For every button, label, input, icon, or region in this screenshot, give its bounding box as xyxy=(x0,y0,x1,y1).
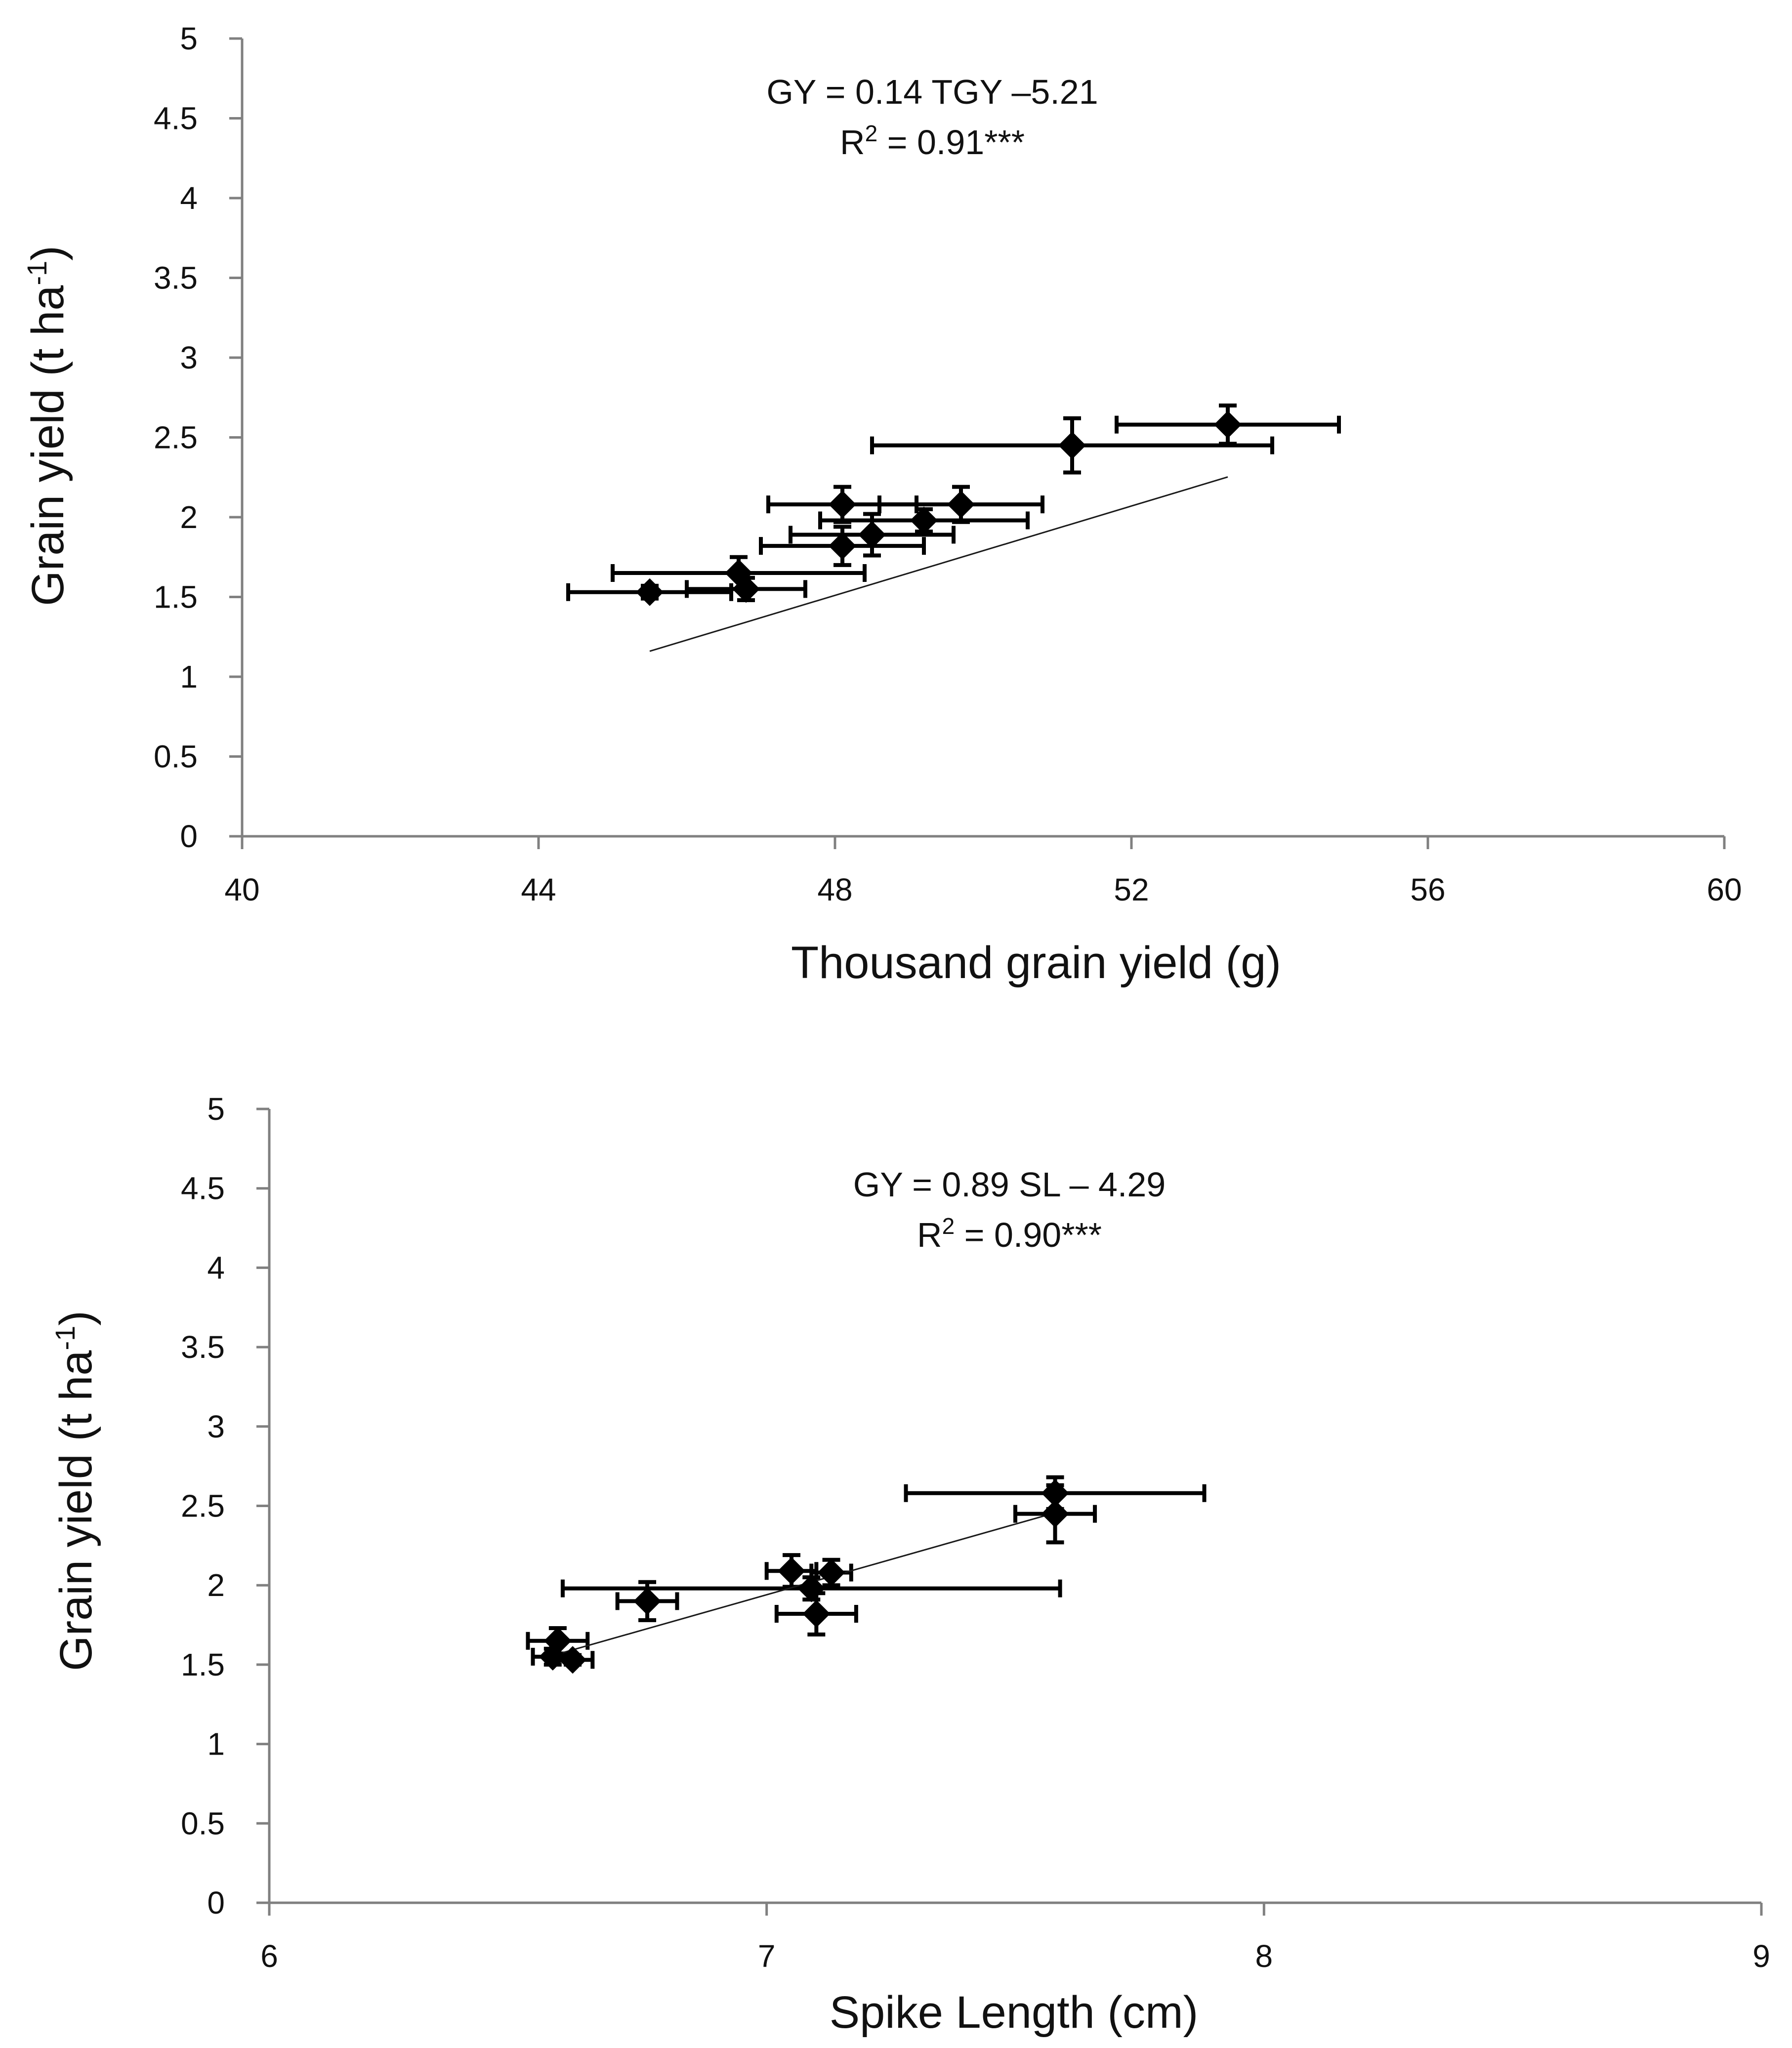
y-tick-label: 0.5 xyxy=(154,739,198,775)
x-tick-label: 48 xyxy=(817,872,852,907)
data-point xyxy=(1058,431,1086,459)
x-tick-label: 56 xyxy=(1410,872,1445,907)
error-bar-layer xyxy=(526,1475,1207,1669)
x-axis-title: Thousand grain yield (g) xyxy=(791,938,1281,988)
data-point xyxy=(539,1642,567,1671)
y-axis-title-main: Grain yield (t ha xyxy=(23,285,73,606)
y-tick-label: 3.5 xyxy=(154,260,198,296)
y-tick-label: 1 xyxy=(207,1726,225,1762)
data-point xyxy=(858,521,886,549)
y-tick-label: 3.5 xyxy=(181,1329,225,1365)
data-point xyxy=(947,491,975,519)
x-tick-label: 44 xyxy=(521,872,556,907)
tick-layer: 0 0.5 1 1.5 2 2.5 3 3.5 4 4.5 5 40 44 48 52 56 60 xyxy=(154,21,1742,907)
x-tick-label: 6 xyxy=(260,1938,278,1974)
data-point xyxy=(633,1587,662,1615)
x-tick-label: 52 xyxy=(1114,872,1149,907)
data-point xyxy=(1214,410,1242,439)
point-layer xyxy=(539,1479,1069,1674)
x-tick-label: 9 xyxy=(1752,1938,1770,1974)
y-tick-label: 2.5 xyxy=(181,1488,225,1524)
x-tick-label: 40 xyxy=(224,872,259,907)
regression-line xyxy=(649,476,1228,652)
data-point xyxy=(829,491,856,519)
r-squared: R2 = 0.91*** xyxy=(840,121,1025,162)
regression-equation: GY = 0.89 SL – 4.29 xyxy=(853,1165,1166,1204)
y-tick-label: 1.5 xyxy=(154,579,198,615)
y-tick-label: 3 xyxy=(207,1409,225,1444)
r-squared-sup: 2 xyxy=(865,121,878,146)
regression-equation: GY = 0.14 TGY –5.21 xyxy=(766,73,1098,111)
y-tick-label: 5 xyxy=(180,21,198,56)
data-point xyxy=(797,1574,826,1602)
y-tick-label: 4 xyxy=(180,180,198,216)
data-point xyxy=(1041,1500,1069,1528)
y-axis-title-sup: -1 xyxy=(49,1326,81,1351)
r-squared-value: = 0.90*** xyxy=(955,1216,1102,1254)
r-squared-value: = 0.91*** xyxy=(877,123,1025,162)
y-axis-title-main: Grain yield (t ha xyxy=(51,1350,101,1671)
data-point xyxy=(778,1557,805,1585)
data-point xyxy=(732,575,760,603)
data-point xyxy=(910,506,938,534)
y-tick-label: 4 xyxy=(207,1250,225,1285)
data-point xyxy=(636,578,664,606)
point-layer xyxy=(636,410,1242,606)
y-axis-title-sup: -1 xyxy=(21,261,52,286)
data-point xyxy=(817,1558,845,1587)
y-tick-label: 0 xyxy=(180,819,198,854)
data-point xyxy=(802,1600,831,1628)
y-axis-title: Grain yield (t ha-1) xyxy=(49,1311,101,1671)
y-tick-label: 2 xyxy=(207,1567,225,1603)
y-tick-label: 0 xyxy=(207,1885,225,1921)
y-tick-label: 1.5 xyxy=(181,1647,225,1682)
y-tick-label: 4.5 xyxy=(181,1171,225,1206)
y-tick-label: 0.5 xyxy=(181,1805,225,1841)
data-point xyxy=(829,532,856,560)
data-point xyxy=(559,1646,587,1674)
y-tick-label: 2.5 xyxy=(154,420,198,455)
y-axis-title: Grain yield (t ha-1) xyxy=(21,246,73,606)
r-squared-prefix: R xyxy=(917,1216,942,1254)
x-tick-label: 60 xyxy=(1707,872,1742,907)
x-tick-label: 8 xyxy=(1255,1938,1273,1974)
data-point xyxy=(1041,1479,1069,1507)
y-axis-title-end: ) xyxy=(51,1311,101,1326)
r-squared-sup: 2 xyxy=(942,1213,955,1239)
y-axis-title-end: ) xyxy=(23,246,73,261)
y-tick-label: 5 xyxy=(207,1091,225,1127)
tick-layer: 0 0.5 1 1.5 2 2.5 3 3.5 4 4.5 5 6 7 8 9 xyxy=(181,1091,1770,1974)
chart-thousand-grain-yield: 0 0.5 1 1.5 2 2.5 3 3.5 4 4.5 5 40 44 48 52 56 60 GY = 0… xyxy=(21,21,1742,988)
x-axis-title: Spike Length (cm) xyxy=(830,1987,1199,2038)
r-squared: R2 = 0.90*** xyxy=(917,1213,1102,1254)
y-tick-label: 2 xyxy=(180,499,198,535)
r-squared-prefix: R xyxy=(840,123,865,162)
chart-spike-length: 0 0.5 1 1.5 2 2.5 3 3.5 4 4.5 5 6 7 8 9 GY = 0.89 SL –… xyxy=(49,1091,1770,2038)
x-tick-label: 7 xyxy=(758,1938,776,1974)
y-tick-label: 1 xyxy=(180,659,198,695)
y-tick-label: 4.5 xyxy=(154,101,198,136)
y-tick-label: 3 xyxy=(180,340,198,375)
